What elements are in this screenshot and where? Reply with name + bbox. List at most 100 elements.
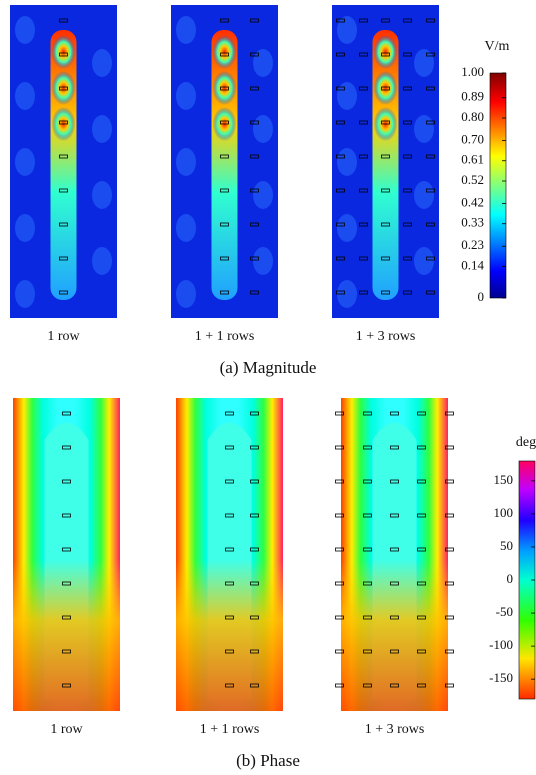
element-marker [62,615,71,620]
element-marker [403,154,412,159]
element-marker [336,18,345,23]
element-marker [220,52,229,57]
element-marker [62,445,71,450]
element-marker [225,445,234,450]
element-marker [426,120,435,125]
element-marker [417,683,426,688]
element-marker [403,222,412,227]
element-marker [363,513,372,518]
element-marker [220,120,229,125]
element-marker [220,222,229,227]
panel-label: 1 + 1 rows [200,722,260,737]
element-marker [220,154,229,159]
magnitude-panel: 1 row 1 + 1 rows 1 + 3 rows [10,5,439,344]
colorbar-tick-label: 0.89 [461,89,484,104]
colorbar-tick-label: 0.23 [461,237,484,252]
colorbar [489,72,507,299]
element-marker [390,615,399,620]
element-marker [335,581,344,586]
element-marker [445,581,454,586]
element-marker [359,18,368,23]
element-marker [335,445,344,450]
element-marker [250,649,259,654]
element-marker [59,256,68,261]
element-marker [250,18,259,23]
element-marker [359,154,368,159]
element-marker [390,411,399,416]
element-marker [417,445,426,450]
element-marker [359,86,368,91]
element-marker [336,154,345,159]
element-marker [59,52,68,57]
element-marker [250,683,259,688]
element-marker [335,683,344,688]
phase-low [341,560,448,711]
element-marker [359,120,368,125]
element-marker [426,290,435,295]
element-marker [445,411,454,416]
element-marker [225,649,234,654]
element-marker [381,222,390,227]
element-marker [403,290,412,295]
field-ripple [15,214,35,242]
colorbar-tick-label: -100 [489,637,513,652]
element-marker [336,52,345,57]
element-marker [426,256,435,261]
element-marker [59,18,68,23]
element-marker [225,683,234,688]
element-marker [335,547,344,552]
element-marker [336,120,345,125]
element-marker [381,256,390,261]
element-marker [250,513,259,518]
element-marker [250,445,259,450]
element-marker [59,120,68,125]
element-marker [390,649,399,654]
phase-low [176,560,283,711]
element-marker [426,18,435,23]
field-ripple [253,115,273,143]
colorbar-tick-label: -50 [496,604,513,619]
caption: (b) Phase [236,751,300,770]
element-marker [417,479,426,484]
beam [50,30,77,300]
field-ripple [337,82,357,110]
element-marker [445,513,454,518]
element-marker [336,188,345,193]
field-ripple [92,115,112,143]
colorbar-tick-label: -150 [489,670,513,685]
element-marker [336,290,345,295]
panel-label: 1 row [50,722,83,737]
element-marker [59,290,68,295]
element-marker [426,222,435,227]
element-marker [445,445,454,450]
colorbar-tick-label: 100 [494,505,514,520]
beam-peak [373,71,398,105]
element-marker [381,290,390,295]
field-ripple [15,280,35,308]
colorbar-tick-label: 0 [478,289,485,304]
phase-panel: 1 row 1 + 1 rows 1 + 3 rows [13,398,454,737]
element-marker [336,256,345,261]
element-marker [336,86,345,91]
element-marker [62,547,71,552]
element-marker [59,188,68,193]
element-marker [426,154,435,159]
field-ripple [92,181,112,209]
element-marker [250,188,259,193]
element-marker [220,86,229,91]
element-marker [381,188,390,193]
colorbar-tick-label: 150 [494,472,514,487]
element-marker [381,154,390,159]
field-ripple [414,181,434,209]
element-marker [250,581,259,586]
element-marker [363,547,372,552]
element-marker [250,222,259,227]
element-marker [359,256,368,261]
element-marker [62,683,71,688]
element-marker [220,18,229,23]
element-marker [225,479,234,484]
element-marker [445,547,454,552]
element-marker [225,581,234,586]
element-marker [417,649,426,654]
element-marker [417,615,426,620]
